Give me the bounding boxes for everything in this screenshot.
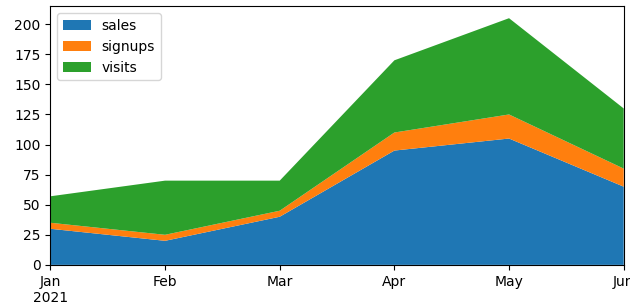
- Legend: sales, signups, visits: sales, signups, visits: [57, 13, 161, 80]
